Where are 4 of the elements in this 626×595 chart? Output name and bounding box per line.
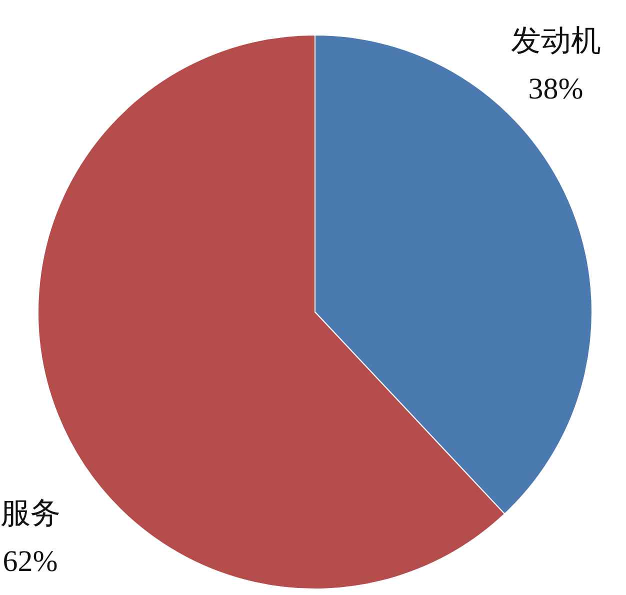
slice-label: 发动机 bbox=[510, 24, 601, 58]
data-label: 38% bbox=[528, 72, 584, 106]
slice-label: 服务 bbox=[0, 496, 60, 530]
data-label: 62% bbox=[2, 544, 58, 578]
